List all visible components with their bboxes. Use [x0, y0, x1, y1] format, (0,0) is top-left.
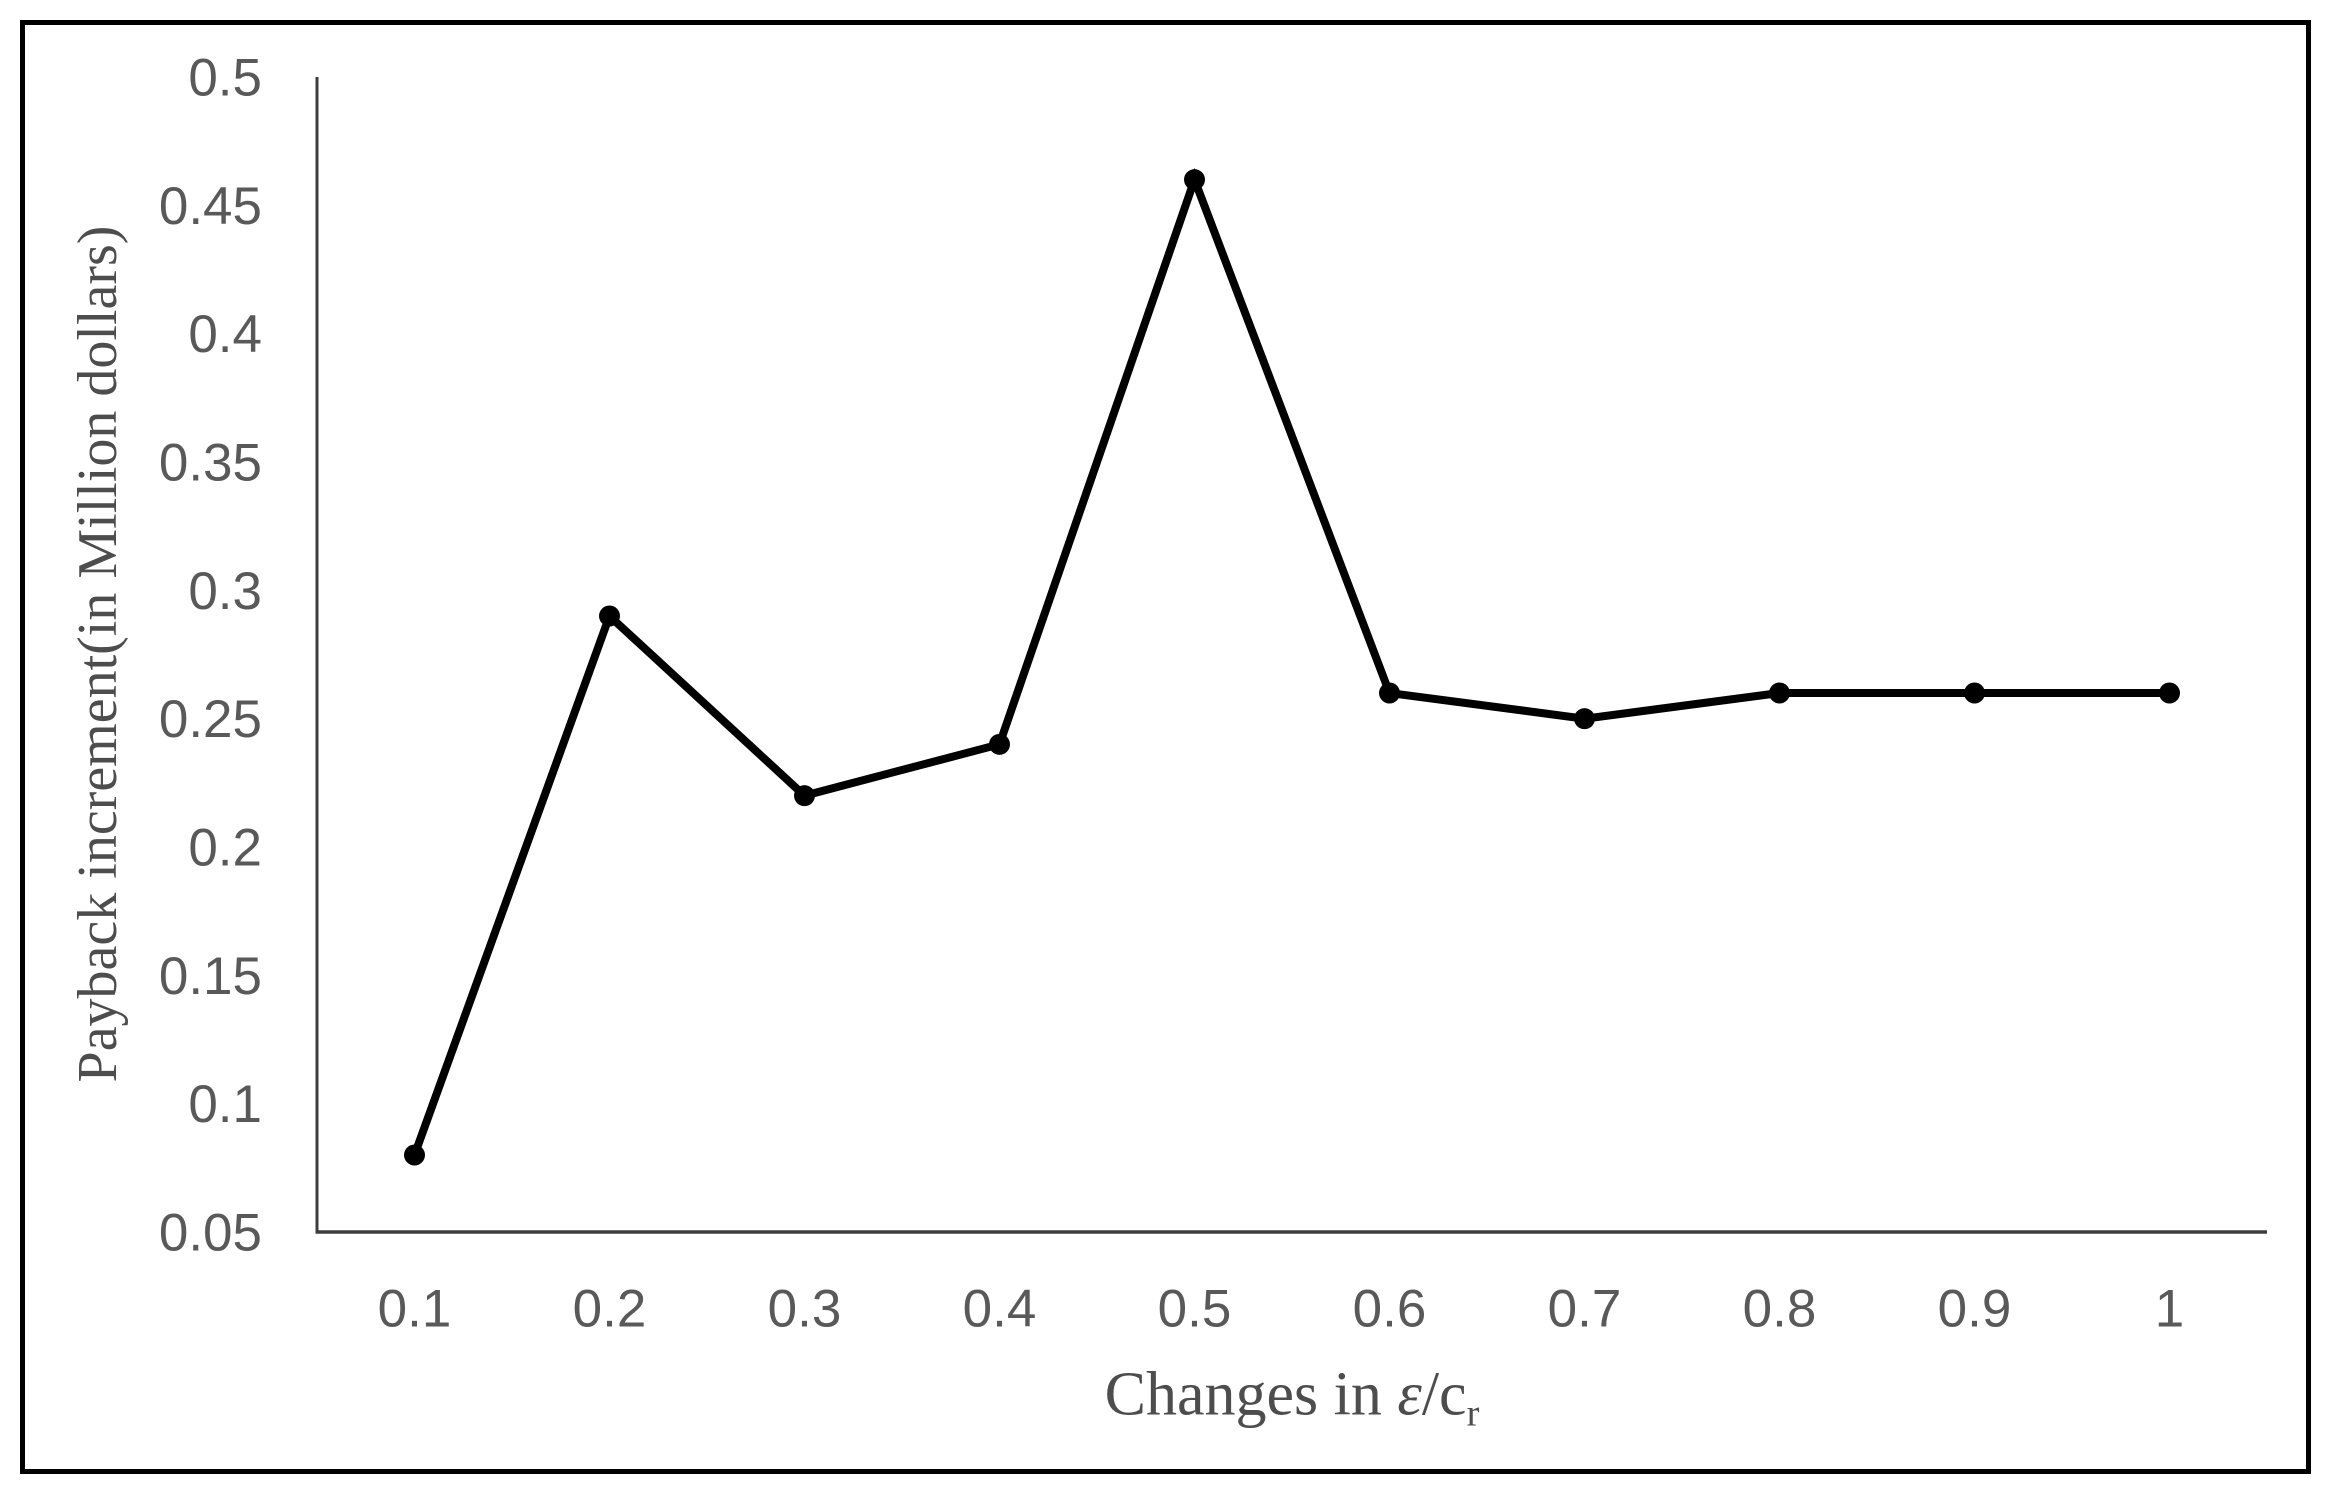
y-tick-label: 0.5 — [188, 49, 262, 108]
y-tick-label: 0.05 — [159, 1204, 262, 1263]
epsilon-symbol: ε — [1397, 1360, 1422, 1429]
y-tick-label: 0.15 — [159, 947, 262, 1006]
x-axis-title-subscript: r — [1466, 1392, 1480, 1435]
x-tick-label: 0.5 — [1158, 1280, 1232, 1339]
data-point — [1964, 682, 1985, 704]
data-point — [599, 605, 620, 627]
y-tick-label: 0.35 — [159, 434, 262, 493]
x-tick-label: 0.8 — [1743, 1280, 1817, 1339]
data-point — [989, 733, 1010, 755]
y-axis-title: Payback increment(in Million dollars) — [67, 225, 129, 1083]
data-point — [1184, 169, 1205, 191]
x-axis-title-separator: /c — [1421, 1360, 1467, 1429]
y-tick-label: 0.1 — [188, 1075, 262, 1134]
data-line — [410, 167, 2174, 1159]
y-tick-label: 0.45 — [159, 177, 262, 236]
data-point — [1574, 708, 1595, 730]
y-tick-label: 0.25 — [159, 690, 262, 749]
y-tick-label: 0.3 — [188, 562, 262, 621]
data-point — [404, 1144, 425, 1166]
y-tick-label: 0.2 — [188, 819, 262, 878]
x-tick-label: 0.7 — [1548, 1280, 1622, 1339]
y-tick-label: 0.4 — [188, 305, 262, 364]
x-tick-label: 1 — [2155, 1280, 2184, 1339]
x-tick-label: 0.1 — [378, 1280, 452, 1339]
x-tick-label: 0.4 — [963, 1280, 1037, 1339]
x-tick-label: 0.9 — [1938, 1280, 2012, 1339]
x-tick-label: 0.3 — [768, 1280, 842, 1339]
x-tick-label: 0.6 — [1353, 1280, 1427, 1339]
data-point — [794, 785, 815, 807]
x-tick-label: 0.2 — [573, 1280, 647, 1339]
x-axis-title-prefix: Changes in — [1104, 1360, 1398, 1429]
x-axis-title: Changes in ε/cr — [1104, 1360, 1480, 1435]
data-point — [1769, 682, 1790, 704]
figure-border: 0.05 0.1 0.15 0.2 0.25 0.3 0.35 0.4 0.45 0.5 0.1 0.… — [20, 20, 2311, 1474]
data-point — [2159, 682, 2180, 704]
data-point — [1379, 682, 1400, 704]
